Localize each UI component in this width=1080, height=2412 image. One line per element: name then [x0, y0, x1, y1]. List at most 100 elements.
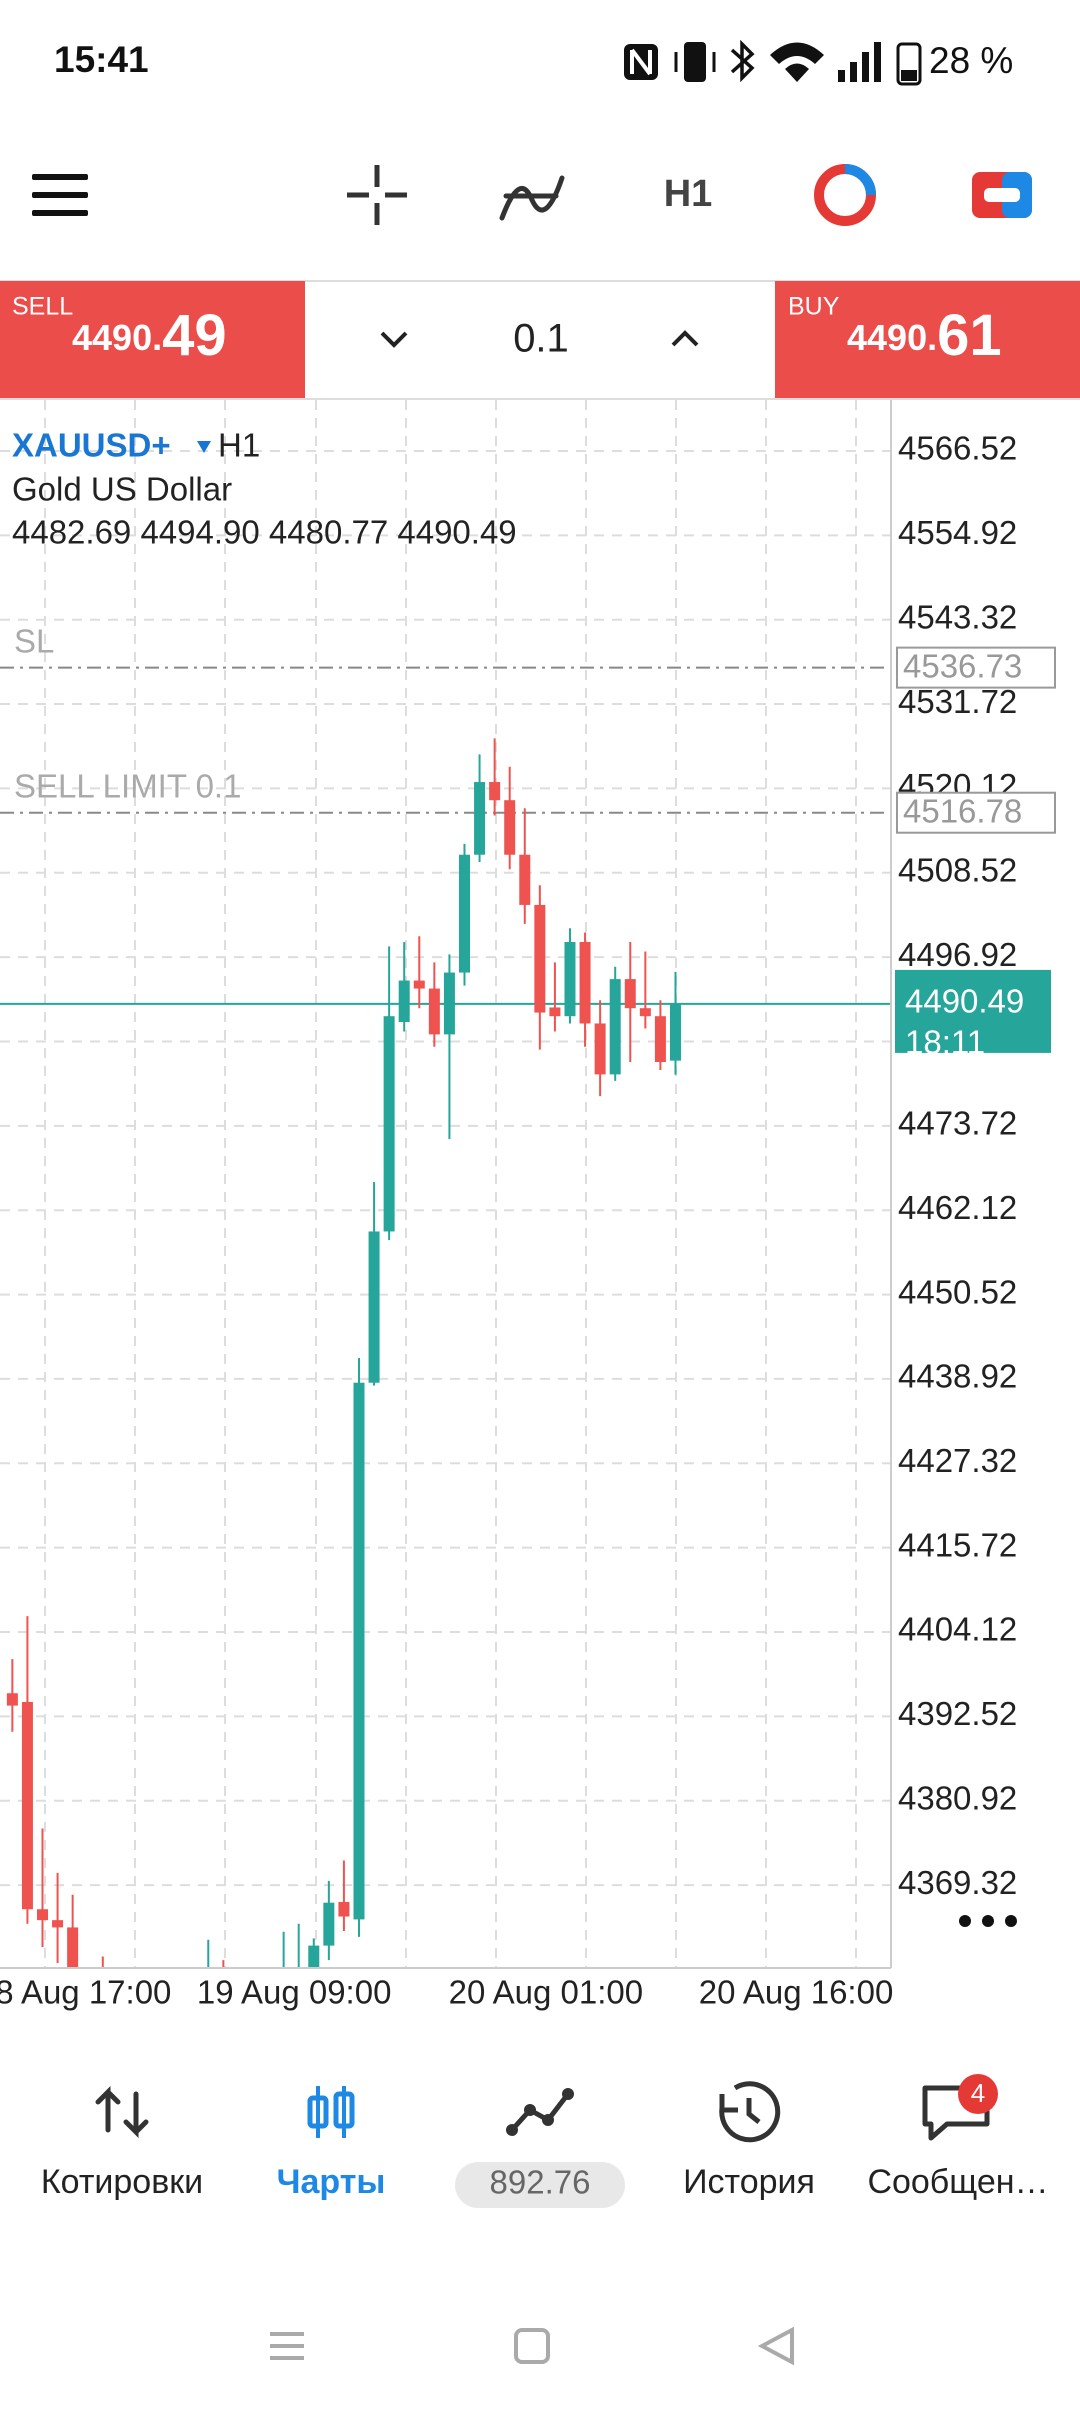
back[interactable]	[757, 2326, 794, 2366]
battery-text: 28 %	[929, 40, 1013, 81]
nav-charts[interactable]: Чарты	[277, 2086, 386, 2201]
candle-body	[67, 1927, 79, 1968]
horizontal-grid	[0, 449, 891, 1887]
candle-body	[443, 972, 455, 1035]
buy-button[interactable]: BUY 4490.61	[775, 281, 1080, 398]
candle-body	[383, 1016, 395, 1232]
nav-quotes[interactable]: Котировки	[41, 2085, 203, 2201]
candle-body	[21, 1701, 33, 1910]
nav-trade[interactable]: 892.76	[455, 2088, 625, 2208]
price-label: 4490.49	[905, 983, 1024, 1020]
nav-history[interactable]: История	[683, 2081, 815, 2201]
status-time: 15:41	[54, 39, 149, 80]
candle-body	[158, 2062, 169, 2091]
one-click-trading-button[interactable]	[972, 172, 1032, 218]
status-icons	[624, 39, 922, 86]
y-tick-label: 4508.52	[898, 851, 1017, 888]
candle-body	[669, 1003, 681, 1061]
y-tick-label: 4404.12	[898, 1611, 1017, 1648]
nav-label: История	[683, 2163, 815, 2201]
y-tick-label: 4392.52	[898, 1695, 1017, 1732]
candle-body	[233, 2026, 244, 2041]
home[interactable]	[514, 2328, 550, 2364]
volume[interactable]: 0.1	[513, 317, 569, 361]
candle-body	[218, 2011, 229, 2040]
symbol-dropdown[interactable]	[197, 441, 211, 453]
y-tick-label: 4369.32	[898, 1864, 1017, 1901]
candle-body	[474, 782, 486, 855]
y-tick-label: 4380.92	[898, 1779, 1017, 1816]
candle-body	[203, 2011, 214, 2026]
candle-body	[368, 1231, 380, 1383]
nav-label: Котировки	[41, 2163, 203, 2201]
chart-timeframe: H1	[218, 427, 260, 464]
y-tick-label: 4438.92	[898, 1358, 1017, 1395]
y-tick-label: 4531.72	[898, 683, 1017, 720]
vertical-grid	[44, 400, 857, 1968]
candle-body	[173, 2069, 184, 2091]
candle-body	[654, 1016, 666, 1063]
x-tick-label: 20 Aug 01:00	[449, 1974, 644, 2011]
menu-button[interactable]	[32, 174, 88, 216]
candle-body	[624, 979, 636, 1009]
y-tick-label: 4427.32	[898, 1442, 1017, 1479]
buy-price-big: 61	[937, 303, 1002, 368]
candle-body	[338, 1901, 350, 1917]
buy-price: 4490.61	[847, 303, 1002, 368]
symbol[interactable]: XAUUSD+	[12, 427, 171, 464]
candle-body	[428, 988, 440, 1035]
candle-body	[97, 2033, 108, 2077]
timeframe-button[interactable]: H1	[664, 173, 713, 215]
y-tick-label: 4450.52	[898, 1273, 1017, 1310]
level-box	[896, 791, 1056, 834]
candle-body	[564, 942, 576, 1017]
y-tick-label: 4543.32	[898, 598, 1017, 635]
y-tick-label: 4415.72	[898, 1526, 1017, 1563]
candle-body	[308, 1945, 320, 1968]
x-tick-label: 20 Aug 16:00	[699, 1974, 894, 2011]
candle-body	[579, 942, 591, 1024]
volume-down[interactable]	[380, 331, 408, 348]
candle-body	[353, 1382, 365, 1920]
candle-body	[458, 854, 470, 973]
candle-body	[489, 782, 501, 801]
x-tick-label: 19 Aug 09:00	[197, 1974, 392, 2011]
candle-body	[6, 1693, 18, 1706]
sell-button[interactable]: SELL 4490.49	[0, 281, 305, 398]
trade-timer-button[interactable]	[814, 164, 876, 226]
level-label: SL	[14, 622, 54, 659]
sell-price: 4490.49	[72, 303, 227, 368]
recent-apps[interactable]	[270, 2332, 304, 2360]
more-button[interactable]	[959, 1915, 1017, 1927]
candle-body	[594, 1023, 606, 1075]
system-nav	[270, 2326, 794, 2366]
candle-body	[534, 904, 546, 1013]
nav-label: Чарты	[277, 2163, 386, 2201]
volume-up[interactable]	[671, 330, 699, 347]
nav-label: Сообщен…	[867, 2163, 1048, 2201]
axes: 4566.524554.924543.324531.724520.124508.…	[0, 430, 1056, 2011]
equity: 892.76	[490, 2164, 591, 2201]
nav-messages[interactable]: 4 Сообщен…	[867, 2074, 1049, 2201]
ohlc: 4482.69 4494.90 4480.77 4490.49	[12, 514, 517, 551]
candles	[6, 738, 681, 2091]
y-tick-label: 4473.72	[898, 1105, 1017, 1142]
level-label: SELL LIMIT 0.1	[14, 767, 241, 804]
sell-price-big: 49	[162, 303, 227, 368]
candle-body	[248, 2026, 259, 2048]
candle-body	[398, 980, 410, 1023]
candle-body	[52, 1920, 64, 1928]
crosshair-button[interactable]	[347, 165, 407, 225]
y-tick-label: 4554.92	[898, 514, 1017, 551]
indicators-button[interactable]	[499, 175, 565, 221]
candle-body	[323, 1902, 335, 1946]
price-label-box	[895, 969, 1051, 1053]
candle-body	[504, 800, 516, 855]
y-tick-label: 4566.52	[898, 430, 1017, 467]
sell-price-main: 4490.	[72, 317, 162, 358]
level-value: 4536.73	[903, 647, 1022, 684]
x-tick-label: 18 Aug 17:00	[0, 1974, 171, 2011]
candle-body	[413, 980, 425, 989]
